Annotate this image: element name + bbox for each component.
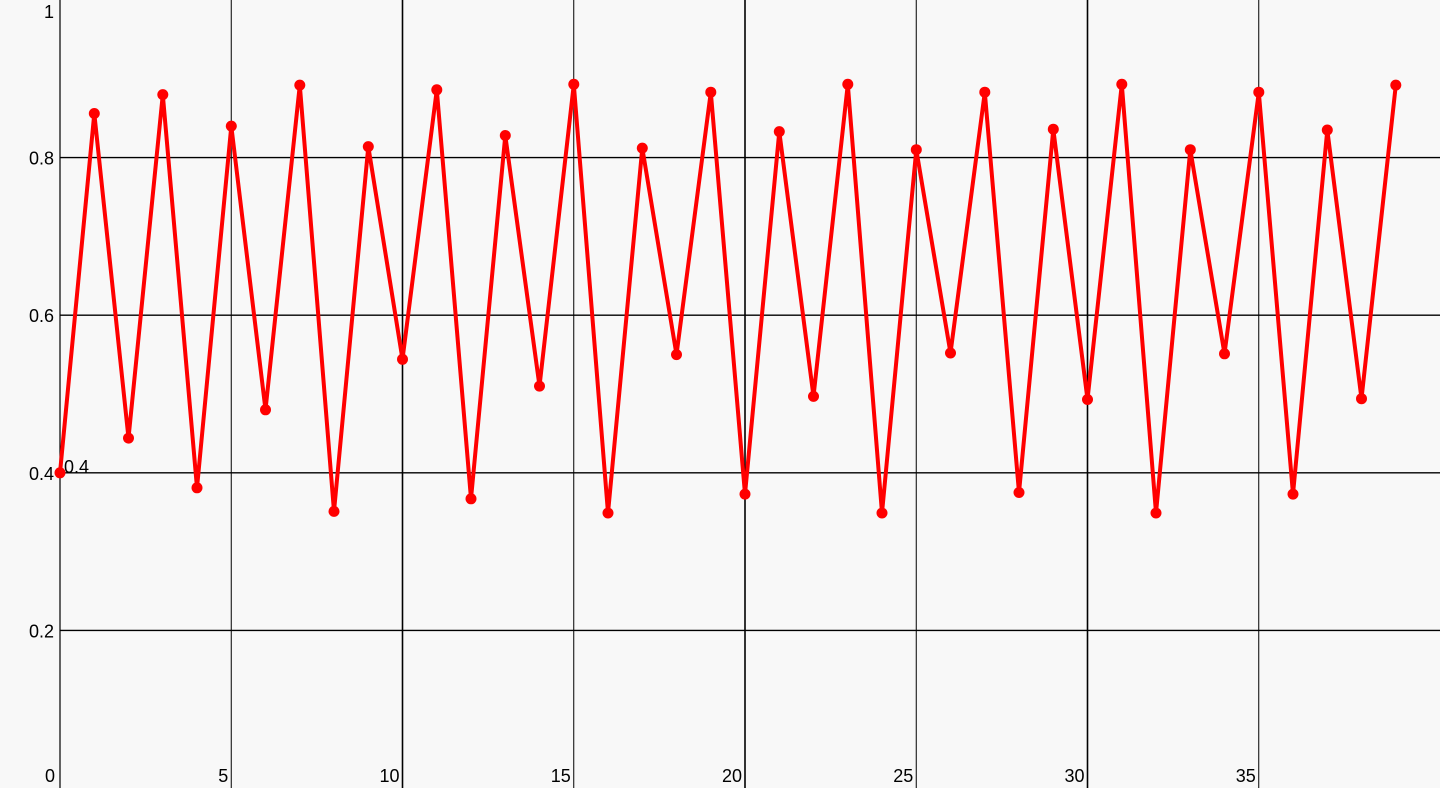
data-point — [602, 507, 614, 519]
data-point — [157, 89, 169, 101]
x-tick-label: 25 — [893, 766, 913, 786]
tick-labels: 0 5 10 15 20 25 30 35 0.2 0.4 0.6 0.8 1 — [29, 2, 1256, 786]
data-point — [1287, 488, 1299, 500]
data-point — [1356, 393, 1367, 405]
y-tick-label: 0.2 — [29, 621, 54, 641]
data-point — [1219, 348, 1230, 360]
data-point — [362, 141, 374, 153]
data-point — [225, 120, 237, 132]
data-point — [88, 108, 100, 119]
data-point — [1150, 507, 1162, 519]
data-point — [499, 130, 511, 141]
x-tick-label: 15 — [551, 766, 571, 786]
data-point — [1184, 144, 1196, 156]
data-point — [773, 126, 785, 138]
data-point — [739, 488, 751, 500]
series-line — [58, 84, 1398, 514]
data-point — [910, 144, 922, 156]
data-point — [568, 78, 580, 90]
y-tick-label: 1 — [44, 2, 54, 22]
x-tick-label: 0 — [45, 766, 55, 786]
data-point — [431, 84, 443, 96]
data-point — [294, 79, 306, 91]
data-point — [534, 380, 545, 392]
x-tick-label: 10 — [379, 766, 399, 786]
data-point — [705, 86, 717, 98]
data-point — [1390, 79, 1402, 91]
data-point — [1082, 394, 1093, 405]
data-point — [328, 505, 340, 517]
data-point — [1116, 78, 1128, 90]
data-point — [397, 353, 408, 365]
data-point — [1253, 86, 1265, 98]
data-point — [876, 507, 888, 519]
x-tick-label: 35 — [1236, 766, 1256, 786]
data-label: 0.4 — [64, 457, 89, 477]
data-series — [54, 78, 1402, 519]
data-point — [1321, 124, 1333, 136]
data-point — [945, 347, 956, 359]
x-tick-label: 5 — [218, 766, 228, 786]
data-point — [123, 432, 134, 444]
y-tick-label: 0.8 — [29, 149, 54, 169]
x-tick-label: 30 — [1064, 766, 1084, 786]
data-point — [260, 404, 271, 416]
data-point — [842, 78, 854, 90]
data-point — [979, 86, 991, 98]
data-point — [671, 349, 682, 361]
x-tick-label: 20 — [722, 766, 742, 786]
data-point — [1047, 123, 1059, 135]
data-point — [465, 493, 477, 505]
data-point — [808, 390, 819, 402]
data-point — [1013, 487, 1025, 498]
y-tick-label: 0.6 — [29, 306, 54, 326]
y-tick-label: 0.4 — [29, 464, 54, 484]
data-point — [636, 142, 648, 154]
grid-lines — [59, 0, 1440, 788]
annotations: 0.4 — [64, 457, 89, 477]
data-point — [191, 482, 203, 494]
data-point — [54, 467, 66, 479]
